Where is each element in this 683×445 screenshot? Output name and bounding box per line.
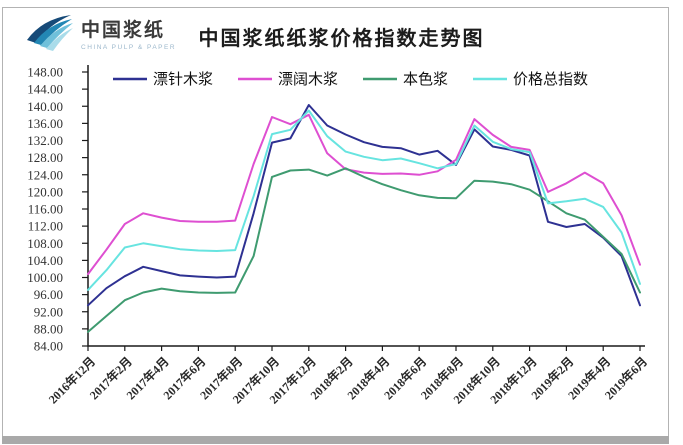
logo-subtext: CHINA PULP & PAPER xyxy=(81,44,177,51)
y-tick-label: 128.00 xyxy=(27,150,63,165)
legend-label: 本色浆 xyxy=(403,70,448,88)
legend-item-漂阔木浆: 漂阔木浆 xyxy=(238,70,338,88)
axes xyxy=(87,65,645,347)
x-axis: 2016年12月2017年2月2017年4月2017年6月2017年8月2017… xyxy=(45,346,650,407)
y-tick-label: 104.00 xyxy=(27,253,63,268)
y-tick-label: 144.00 xyxy=(27,82,63,97)
legend-item-本色浆: 本色浆 xyxy=(363,70,448,88)
y-tick-label: 148.00 xyxy=(27,65,63,80)
y-axis: 148.00 144.00 140.00 136.00 132.00 128.00 124.… xyxy=(27,65,88,354)
legend-item-漂针木浆: 漂针木浆 xyxy=(113,70,213,88)
y-tick-label: 112.00 xyxy=(28,219,63,234)
x-tick-label: 2016年12月 xyxy=(45,354,98,407)
legend-label: 价格总指数 xyxy=(513,71,588,88)
logo: 中国浆纸 CHINA PULP & PAPER xyxy=(26,13,176,53)
y-tick-label: 136.00 xyxy=(27,116,63,131)
series-line-本色浆 xyxy=(87,167,641,333)
series-line-漂针木浆 xyxy=(87,104,641,307)
series-line-价格总指数 xyxy=(87,109,641,291)
y-tick-label: 92.00 xyxy=(34,304,63,319)
logo-swoosh-icon xyxy=(27,15,73,51)
y-tick-label: 96.00 xyxy=(34,287,63,302)
y-tick-label: 84.00 xyxy=(34,339,63,354)
y-tick-label: 100.00 xyxy=(27,270,63,285)
y-tick-label: 124.00 xyxy=(27,167,63,182)
legend-label: 漂阔木浆 xyxy=(278,70,338,88)
logo-text: 中国浆纸 xyxy=(81,20,166,41)
series-line-漂阔木浆 xyxy=(87,113,641,276)
y-tick-label: 120.00 xyxy=(27,184,63,199)
y-tick-label: 132.00 xyxy=(27,133,63,148)
page-title: 中国浆纸纸浆价格指数走势图 xyxy=(198,28,485,50)
bottom-bar xyxy=(2,436,669,444)
y-tick-label: 116.00 xyxy=(28,202,63,217)
legend: 漂针木浆 漂阔木浆 本色浆 价格总指数 xyxy=(113,70,588,88)
legend-item-价格总指数: 价格总指数 xyxy=(473,71,588,88)
legend-label: 漂针木浆 xyxy=(153,70,213,88)
y-tick-label: 88.00 xyxy=(34,321,63,336)
y-tick-label: 108.00 xyxy=(27,236,63,251)
y-tick-label: 140.00 xyxy=(27,99,63,114)
